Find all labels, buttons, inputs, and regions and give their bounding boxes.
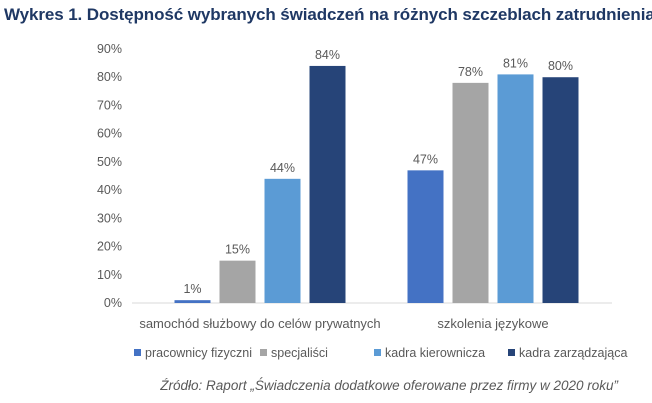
y-tick-label: 60% — [97, 127, 122, 141]
data-label: 44% — [270, 161, 295, 175]
data-label: 78% — [458, 65, 483, 79]
legend-label: kadra zarządzająca — [519, 346, 627, 360]
legend-label: specjaliści — [271, 346, 328, 360]
data-label: 47% — [413, 152, 438, 166]
bar — [264, 178, 301, 303]
data-label: 80% — [548, 59, 573, 73]
bar — [497, 74, 534, 304]
bar — [407, 170, 444, 303]
bar — [452, 82, 489, 303]
x-category-label: samochód służbowy do celów prywatnych — [139, 316, 380, 331]
y-tick-label: 40% — [97, 183, 122, 197]
x-category-label: szkolenia językowe — [437, 316, 548, 331]
y-tick-label: 10% — [97, 268, 122, 282]
data-label: 81% — [503, 56, 528, 70]
legend-label: kadra kierownicza — [385, 346, 485, 360]
legend-swatch — [260, 349, 267, 356]
y-tick-label: 20% — [97, 240, 122, 254]
legend-swatch — [374, 349, 381, 356]
y-tick-label: 80% — [97, 70, 122, 84]
bar — [309, 65, 346, 303]
legend-swatch — [134, 349, 141, 356]
legend-label: pracownicy fizyczni — [145, 346, 252, 360]
y-tick-label: 30% — [97, 211, 122, 225]
bar — [542, 77, 579, 303]
legend-swatch — [508, 349, 515, 356]
data-label: 1% — [183, 282, 201, 296]
bar — [219, 260, 256, 303]
data-label: 84% — [315, 48, 340, 62]
chart-title: Wykres 1. Dostępność wybranych świadczeń… — [4, 5, 652, 24]
y-tick-label: 0% — [104, 296, 122, 310]
y-tick-label: 90% — [97, 42, 122, 56]
y-tick-label: 70% — [97, 98, 122, 112]
data-label: 15% — [225, 243, 250, 257]
source-note: Źródło: Raport „Świadczenia dodatkowe of… — [160, 378, 618, 393]
y-tick-label: 50% — [97, 155, 122, 169]
bar — [174, 300, 211, 303]
